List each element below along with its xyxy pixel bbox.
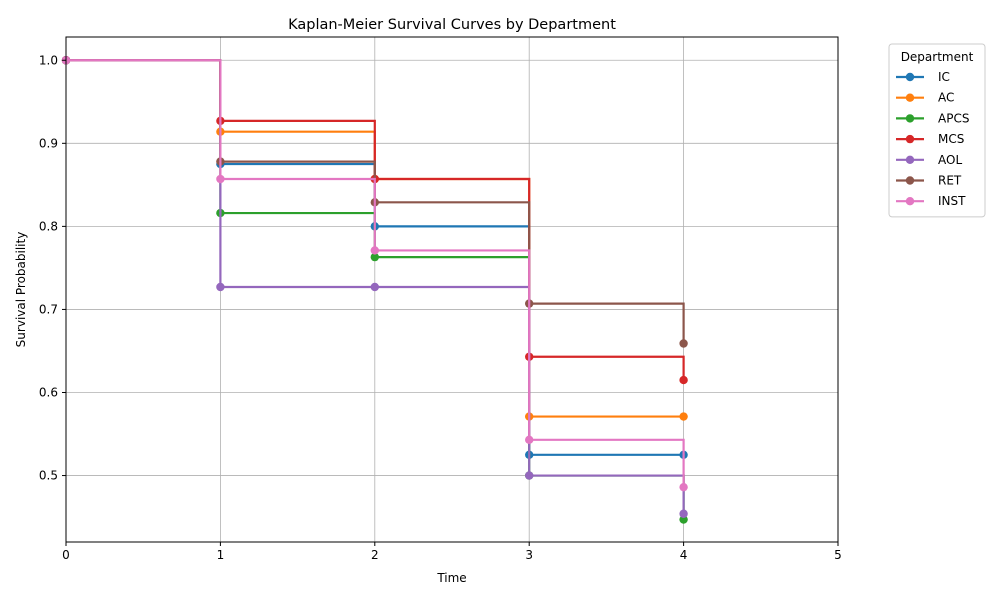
- legend-swatch-marker: [905, 155, 915, 164]
- data-point: [525, 471, 534, 480]
- legend-items: IC AC APCS MCS AOL RET INST: [896, 70, 969, 208]
- x-tick-label: 5: [834, 548, 842, 562]
- x-tick-label: 0: [62, 548, 70, 562]
- plot-frame: [65, 36, 839, 543]
- x-axis-ticks: 0 1 2 3 4 5: [62, 542, 842, 562]
- x-axis-label: Time: [436, 571, 466, 585]
- data-point: [679, 339, 688, 348]
- y-tick-label: 0.7: [39, 302, 58, 316]
- legend-item-mcs: MCS: [896, 132, 964, 146]
- data-point: [525, 435, 534, 445]
- legend-swatch-marker: [905, 114, 915, 123]
- data-point: [679, 515, 688, 524]
- data-point: [370, 246, 379, 255]
- data-point: [679, 375, 688, 385]
- legend-item-apcs: APCS: [896, 111, 969, 125]
- x-tick-label: 3: [525, 548, 533, 562]
- y-tick-label: 0.8: [39, 219, 58, 233]
- data-point: [679, 412, 688, 421]
- x-tick-label: 4: [680, 548, 688, 562]
- x-tick-label: 1: [217, 548, 225, 562]
- y-tick-label: 1.0: [39, 53, 58, 67]
- legend-item-ic: IC: [896, 70, 950, 84]
- data-point: [216, 174, 225, 184]
- legend-label: IC: [938, 70, 950, 84]
- series-inst: [61, 56, 688, 492]
- chart-title: Kaplan-Meier Survival Curves by Departme…: [288, 17, 616, 33]
- legend-label: INST: [938, 194, 966, 208]
- legend-swatch-marker: [905, 176, 915, 185]
- y-tick-label: 0.6: [39, 385, 58, 399]
- legend-label: RET: [938, 174, 962, 188]
- data-point: [370, 252, 379, 262]
- y-tick-label: 0.9: [39, 136, 58, 150]
- legend-item-aol: AOL: [896, 153, 962, 167]
- legend-title: Department: [901, 50, 974, 64]
- y-tick-label: 0.5: [39, 469, 58, 483]
- legend-item-ret: RET: [896, 174, 962, 188]
- data-point: [679, 482, 688, 492]
- legend-label: AC: [938, 91, 954, 105]
- legend-label: APCS: [938, 111, 969, 125]
- legend-box: [888, 43, 986, 218]
- legend-swatch-marker: [905, 93, 915, 102]
- series-layer: [61, 56, 688, 524]
- legend-item-inst: INST: [896, 194, 966, 208]
- legend-label: MCS: [938, 132, 964, 146]
- legend-swatch-marker: [905, 72, 915, 82]
- x-tick-label: 2: [371, 548, 379, 562]
- data-point: [216, 282, 225, 292]
- y-axis-ticks: 0.5 0.6 0.7 0.8 0.9 1.0: [39, 53, 66, 483]
- legend-swatch-marker: [905, 197, 915, 206]
- y-axis-label: Survival Probability: [14, 232, 28, 348]
- legend-item-ac: AC: [896, 91, 954, 105]
- legend-label: AOL: [938, 153, 962, 167]
- legend: Department IC AC APCS MCS AOL RET INST: [888, 43, 986, 218]
- data-point: [679, 509, 688, 518]
- legend-swatch-marker: [905, 134, 915, 144]
- data-point: [370, 282, 379, 292]
